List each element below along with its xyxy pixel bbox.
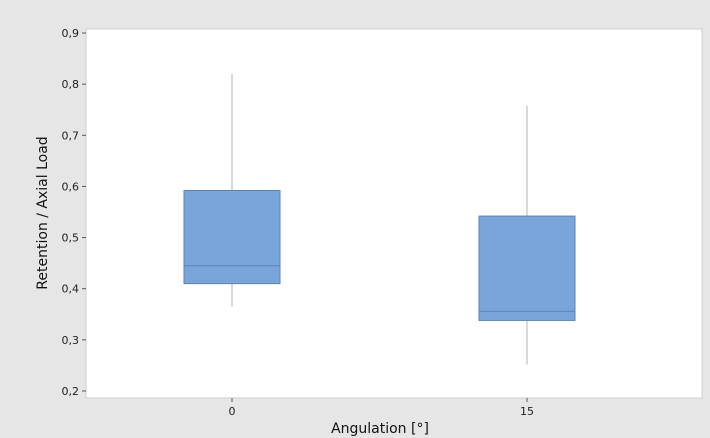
y-tick-label: 0,7 <box>62 129 80 142</box>
y-axis: 0,2 0,3 0,4 0,5 0,6 0,7 0,8 0,9 <box>62 27 86 398</box>
y-tick-label: 0,3 <box>62 334 80 347</box>
x-tick-label: 15 <box>520 405 534 418</box>
y-tick-label: 0,9 <box>62 27 80 40</box>
x-axis: 0 15 <box>229 398 534 418</box>
plot-area <box>85 28 703 399</box>
box-15 <box>478 105 576 365</box>
box-0 <box>183 73 281 307</box>
boxes-group <box>183 73 576 365</box>
y-tick-label: 0,6 <box>62 180 80 193</box>
y-axis-title: Retention / Axial Load <box>35 136 51 289</box>
y-tick-label: 0,8 <box>62 78 80 91</box>
y-tick-label: 0,4 <box>62 283 80 296</box>
iqr-box <box>183 190 281 285</box>
x-tick-label: 0 <box>229 405 236 418</box>
y-tick-label: 0,5 <box>62 232 80 245</box>
iqr-box <box>478 215 576 321</box>
x-axis-title: Angulation [°] <box>331 421 429 437</box>
y-tick-label: 0,2 <box>62 385 80 398</box>
